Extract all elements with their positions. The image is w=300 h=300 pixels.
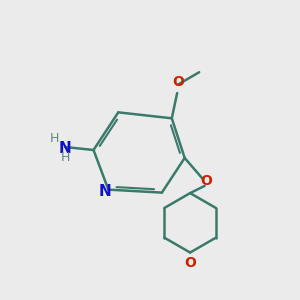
- Text: H: H: [61, 151, 70, 164]
- Text: H: H: [50, 132, 60, 145]
- Text: N: N: [59, 141, 72, 156]
- Text: O: O: [201, 174, 213, 188]
- Text: O: O: [172, 76, 184, 89]
- Text: N: N: [98, 184, 111, 199]
- Text: O: O: [184, 256, 196, 270]
